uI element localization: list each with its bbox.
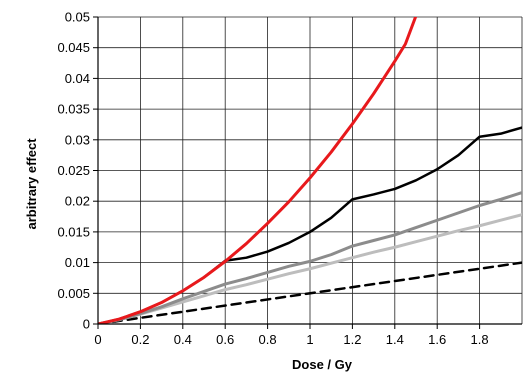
x-tick-label: 1.6 (428, 332, 446, 347)
x-tick-label: 0.4 (174, 332, 192, 347)
x-tick-label: 0.2 (131, 332, 149, 347)
x-tick-label: 0.8 (259, 332, 277, 347)
axes (93, 16, 522, 329)
y-tick-label: 0.025 (57, 163, 90, 178)
y-tick-label: 0.02 (65, 194, 90, 209)
x-tick-label: 1.4 (386, 332, 404, 347)
y-axis-title: arbitrary effect (24, 138, 39, 230)
y-tick-label: 0.035 (57, 102, 90, 117)
x-tick-label: 0 (94, 332, 101, 347)
series-line-3 (98, 191, 522, 324)
y-tick-label: 0.045 (57, 40, 90, 55)
x-axis-title: Dose / Gy (292, 357, 353, 372)
x-tick-labels: 0 0.2 0.4 0.6 0.8 1 1.2 1.4 1.6 1.8 (94, 332, 488, 347)
x-tick-label: 1.2 (343, 332, 361, 347)
y-tick-label: 0.05 (65, 10, 90, 25)
series-line-4 (98, 213, 522, 324)
y-tick-label: 0.03 (65, 132, 90, 147)
x-tick-label: 1.8 (471, 332, 489, 347)
y-tick-label: 0.005 (57, 286, 90, 301)
y-tick-label: 0 (83, 317, 90, 332)
y-tick-label: 0.01 (65, 255, 90, 270)
series-lines (98, 17, 522, 324)
x-tick-label: 1 (306, 332, 313, 347)
y-tick-labels: 0 0.005 0.01 0.015 0.02 0.025 0.03 0.035 0.04 0.0… (57, 10, 90, 332)
x-tick-label: 0.6 (216, 332, 234, 347)
y-tick-label: 0.04 (65, 71, 90, 86)
series-line-1 (98, 17, 418, 324)
series-line-5 (98, 261, 522, 324)
y-tick-label: 0.015 (57, 224, 90, 239)
